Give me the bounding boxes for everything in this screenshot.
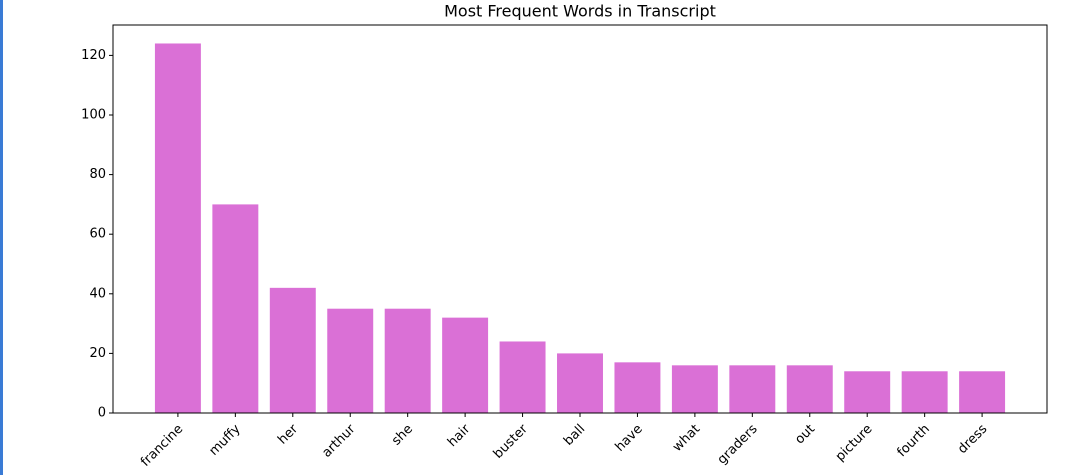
bar [844,371,891,413]
bar [959,371,1006,413]
y-tick-label: 100 [81,107,106,122]
x-tick-label: buster [491,421,532,462]
y-tick-label: 60 [89,227,106,242]
bar [671,365,718,413]
window-edge [0,0,3,475]
x-tick-label: she [389,422,416,449]
x-tick-label: picture [833,422,876,465]
y-tick-label: 40 [89,286,106,301]
bar [614,362,661,413]
plot-frame [112,24,1048,414]
bar [729,365,776,413]
y-tick-label: 0 [98,406,106,421]
bar [442,317,489,413]
chart-title: Most Frequent Words in Transcript [444,2,716,21]
bar [212,204,259,413]
x-tick-label: hair [445,421,474,450]
x-tick-label: arthur [319,421,359,461]
bar [384,308,431,413]
x-tick-label: muffy [206,421,243,458]
bar [154,43,201,413]
y-tick-label: 120 [81,48,106,63]
x-tick-label: what [670,422,703,455]
x-tick-label: francine [138,422,186,470]
x-tick-label: her [275,421,301,447]
y-tick-label: 80 [89,167,106,182]
x-tick-label: graders [715,422,761,468]
bar [499,341,546,413]
y-tick-label: 20 [89,346,106,361]
bar [786,365,833,413]
x-tick-label: fourth [894,422,933,461]
bar [327,308,374,413]
x-tick-label: have [613,422,646,455]
x-tick-label: out [792,422,818,448]
bar [269,287,316,413]
bar [557,353,603,413]
x-tick-label: dress [955,422,990,457]
bar [901,371,948,413]
x-tick-label: ball [561,422,588,449]
